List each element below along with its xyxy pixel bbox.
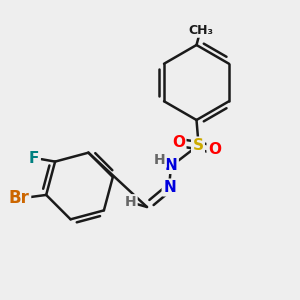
Text: N: N [163, 180, 176, 195]
Text: N: N [165, 158, 177, 172]
Text: O: O [208, 142, 221, 158]
Text: H: H [125, 196, 136, 209]
Text: S: S [193, 138, 203, 153]
Text: O: O [172, 135, 185, 150]
Text: Br: Br [9, 189, 30, 207]
Text: F: F [29, 151, 39, 166]
Text: H: H [154, 153, 165, 166]
Text: CH₃: CH₃ [188, 23, 213, 37]
